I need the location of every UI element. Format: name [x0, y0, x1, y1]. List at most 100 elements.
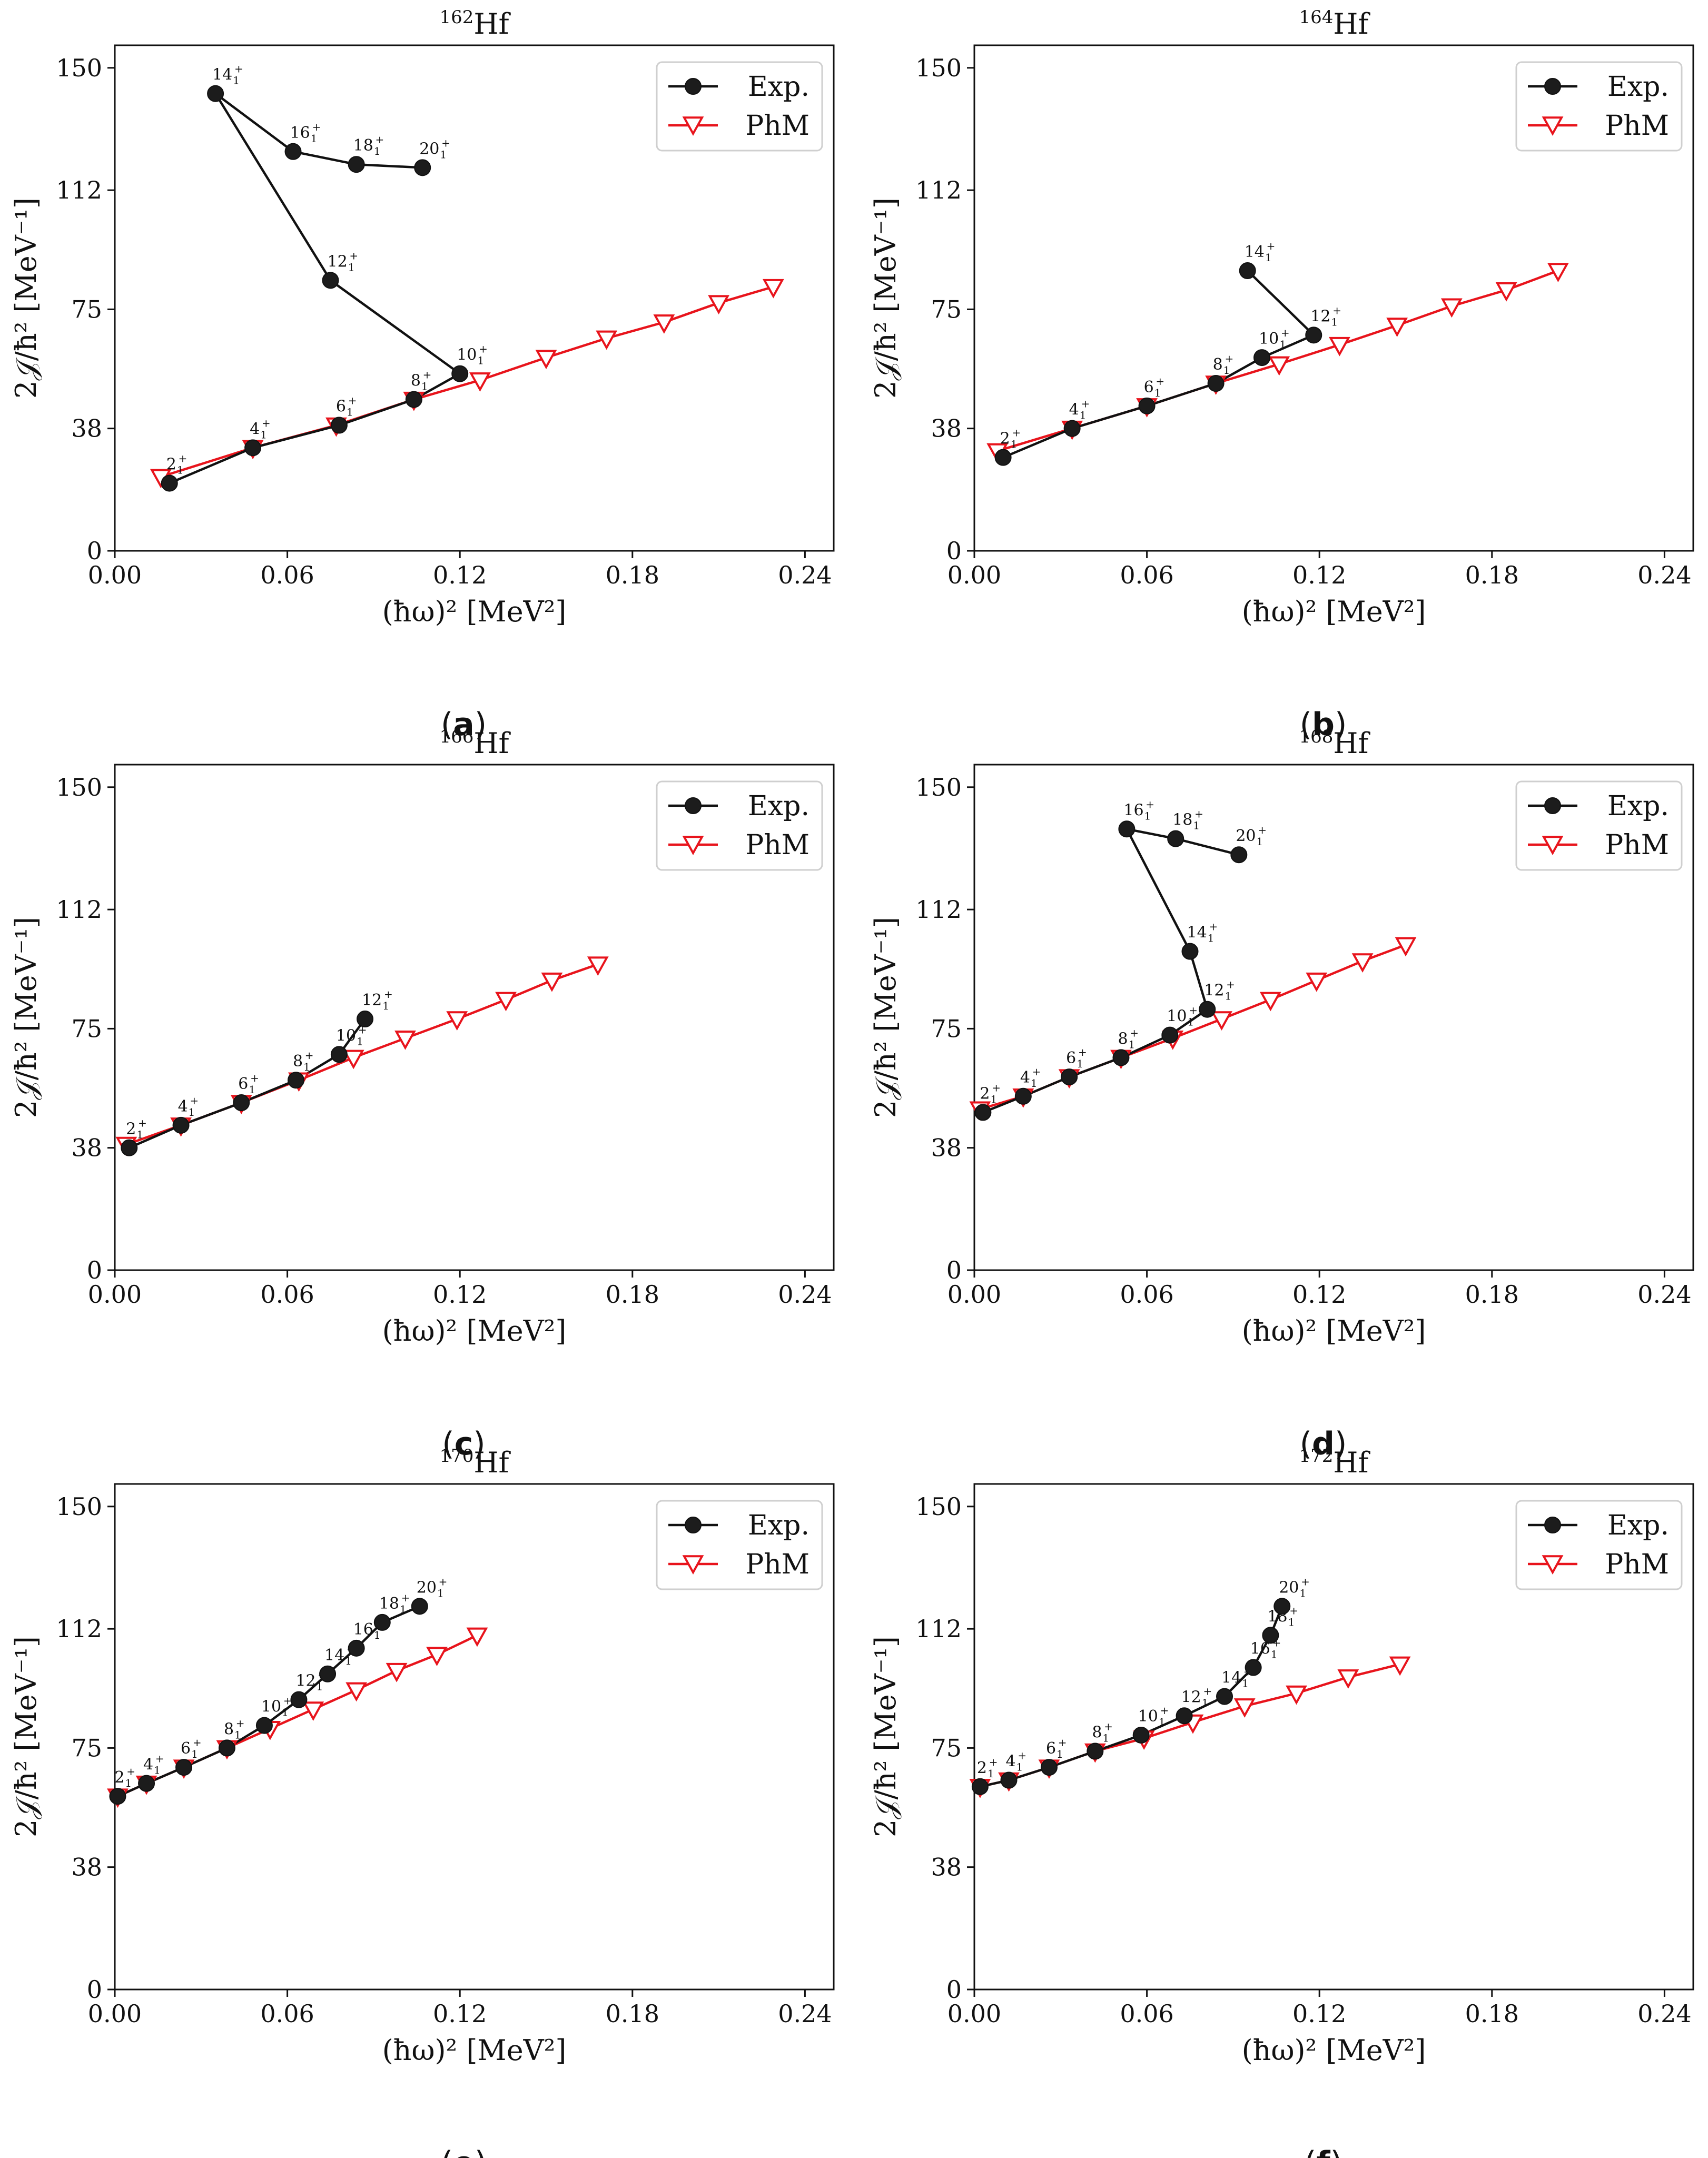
x-tick-label: 0.12 — [1292, 561, 1346, 589]
legend-exp-marker — [685, 78, 702, 95]
exp-marker — [233, 1094, 250, 1112]
state-sub: 1 — [233, 74, 240, 87]
state-spin: 4 — [178, 1097, 188, 1116]
state-sup: + — [1332, 304, 1341, 316]
state-spin: 4 — [250, 420, 260, 438]
exp-marker — [290, 1691, 308, 1708]
x-tick-label: 0.24 — [1637, 1999, 1691, 2028]
y-tick-label: 150 — [915, 54, 962, 82]
state-spin: 14 — [1245, 243, 1265, 261]
caption-close: ) — [475, 706, 487, 743]
caption-letter: c — [455, 1426, 473, 1462]
phm-marker — [1547, 263, 1569, 282]
panel-title: 172Hf — [1299, 1446, 1371, 1479]
state-spin: 6 — [238, 1075, 248, 1093]
phm-marker — [1268, 356, 1290, 376]
state-sup: + — [1281, 326, 1290, 339]
subfigure-caption: (b) — [1300, 706, 1347, 743]
x-tick-label: 0.00 — [947, 1280, 1001, 1309]
caption-open: ( — [441, 2145, 453, 2158]
exp-marker — [255, 1717, 273, 1734]
legend-exp-label: Exp. — [1607, 1510, 1669, 1541]
x-tick-label: 0.18 — [606, 1280, 659, 1309]
state-spin: 10 — [457, 346, 477, 364]
legend-exp-marker — [1544, 797, 1561, 814]
exp-marker — [330, 1046, 348, 1063]
exp-series-line — [982, 827, 1239, 1114]
state-sub: 1 — [1271, 1648, 1278, 1661]
state-label: 101+ — [261, 1695, 292, 1719]
state-sub: 1 — [1193, 819, 1200, 832]
exp-marker — [1273, 1598, 1291, 1615]
caption-open: ( — [441, 706, 453, 743]
state-sup: + — [250, 1072, 259, 1084]
state-sub: 1 — [303, 1061, 310, 1073]
subfigure-caption: (d) — [1300, 1426, 1347, 1462]
caption-letter: a — [453, 706, 475, 743]
caption-letter: b — [1312, 706, 1335, 743]
legend-exp-label: Exp. — [1607, 790, 1669, 822]
x-tick-label: 0.24 — [778, 1999, 832, 2028]
state-spin: 14 — [212, 66, 232, 84]
state-sub: 1 — [311, 132, 318, 145]
state-sub: 1 — [437, 1587, 444, 1599]
state-sup: + — [236, 1717, 245, 1729]
exp-marker — [1181, 943, 1199, 960]
phm-marker — [1386, 318, 1408, 337]
y-tick-label: 0 — [87, 1975, 102, 2004]
title-element: Hf — [473, 727, 511, 760]
caption-close: ) — [1330, 2145, 1342, 2158]
state-label: 41+ — [1069, 398, 1090, 422]
state-sub: 1 — [988, 1767, 994, 1780]
caption-open: ( — [1304, 2145, 1316, 2158]
y-tick-label: 0 — [87, 537, 102, 565]
x-tick-label: 0.12 — [1292, 1999, 1346, 2028]
title-element: Hf — [1333, 7, 1370, 41]
state-sub: 1 — [1242, 1677, 1249, 1690]
exp-marker — [348, 156, 365, 173]
state-spin: 16 — [290, 124, 310, 142]
state-spin: 20 — [419, 140, 439, 158]
exp-marker — [1199, 1001, 1216, 1018]
phm-marker — [302, 1701, 324, 1721]
state-label: 101+ — [1259, 326, 1290, 351]
y-tick-label: 75 — [931, 295, 962, 323]
state-sub: 1 — [191, 1748, 198, 1760]
caption-letter: f — [1316, 2145, 1330, 2158]
y-tick-label: 75 — [931, 1734, 962, 1762]
exp-marker — [405, 391, 422, 408]
state-spin: 8 — [411, 372, 421, 390]
state-label: 61+ — [336, 394, 357, 419]
state-spin: 20 — [1236, 827, 1256, 845]
state-sub: 1 — [1129, 1038, 1136, 1051]
plot-frame — [114, 764, 835, 1271]
state-sub: 1 — [1057, 1748, 1063, 1760]
state-sub: 1 — [1016, 1761, 1023, 1774]
state-sub: 1 — [421, 380, 428, 393]
state-spin: 2 — [126, 1120, 136, 1139]
state-sub: 1 — [249, 1083, 255, 1096]
title-element: Hf — [1333, 727, 1370, 760]
state-label: 21+ — [114, 1765, 135, 1789]
exp-marker — [1118, 820, 1136, 838]
state-sup: + — [1301, 1575, 1310, 1588]
subfigure-caption: (c) — [442, 1426, 485, 1462]
plot-frame — [973, 1483, 1694, 1991]
state-spin: 10 — [336, 1026, 356, 1045]
state-label: 61+ — [238, 1072, 259, 1096]
state-spin: 10 — [1167, 1007, 1187, 1026]
panel-title: 166Hf — [440, 726, 511, 760]
state-spin: 10 — [1259, 330, 1279, 348]
legend-exp-marker — [685, 1517, 702, 1533]
exp-marker — [161, 474, 178, 492]
state-sub: 1 — [1223, 364, 1230, 377]
state-sup: + — [1081, 398, 1090, 410]
exp-marker — [1216, 1688, 1233, 1705]
state-spin: 16 — [1123, 801, 1143, 819]
state-sup: + — [1189, 1004, 1198, 1017]
x-tick-label: 0.00 — [88, 1999, 142, 2028]
panel-title: 162Hf — [440, 7, 511, 41]
exp-marker — [175, 1759, 193, 1776]
state-sup: + — [1018, 1749, 1026, 1762]
state-sub: 1 — [1144, 809, 1151, 822]
